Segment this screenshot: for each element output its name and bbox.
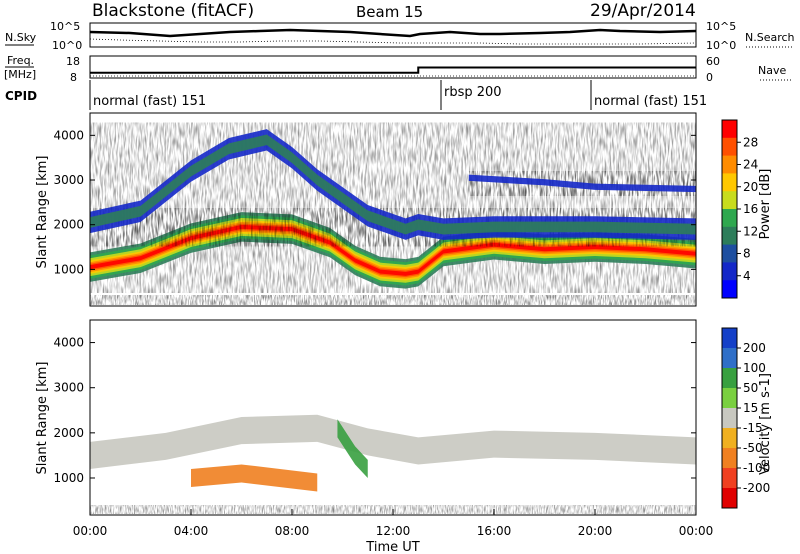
power-band-layer [90,134,696,235]
freq-tick-bottom: 8 [70,71,77,84]
velocity-band-eastward_patch [337,419,368,478]
velocity-cbar-swatch [722,408,737,429]
velocity-cbar-label: Velocity [m s-1] [758,373,773,475]
nsearch-trace [89,38,697,45]
beam-label: Beam 15 [356,3,423,21]
velocity-cbar-tick-label: 50 [743,381,758,395]
power-band-far [468,171,696,196]
nsky-tick-bottom: 10^0 [52,39,82,52]
velocity-cbar-swatch [722,468,737,489]
nave-label: Nave [758,64,786,77]
nave-tick-top: 60 [706,55,720,68]
power-cbar-label: Power [dB] [758,169,773,240]
power-cbar-tick-label: 16 [743,202,758,216]
power-cbar-swatch [722,191,737,210]
velocity-cbar-tick-label: 100 [743,361,766,375]
station-title: Blackstone (fitACF) [92,1,254,21]
freq-trace [90,66,696,74]
velocity-ytick-label: 2000 [53,426,84,440]
velocity-ytick-label: 4000 [53,336,84,350]
nave-tick-bottom: 0 [706,71,713,84]
power-cbar-tick-label: 20 [743,180,758,194]
nsky-label: N.Sky [5,31,37,44]
power-ytick-label: 1000 [53,262,84,276]
power-cbar-swatch [722,280,737,299]
nsearch-tick-top: 10^5 [706,20,736,33]
power-cbar-swatch [722,244,737,263]
power-cbar-swatch [722,173,737,192]
power-cbar-tick-label: 28 [743,135,758,149]
power-cbar-swatch [722,262,737,281]
velocity-cbar-swatch [722,328,737,349]
velocity-cbar-swatch [722,348,737,369]
power-cbar-tick-label: 8 [743,247,751,261]
velocity-band-ground_scatter [90,414,696,469]
power-cbar-swatch [722,120,737,139]
cpid-segment-2: rbsp 200 [444,85,502,100]
freq-panel: Freq. [MHz] 18 8 60 0 Nave [4,54,792,84]
nsearch-label: N.Search [745,31,795,44]
velocity-cbar-tick-label: -200 [743,481,770,495]
power-cbar-swatch [722,226,737,246]
velocity-cbar-tick-label: -15 [743,421,763,435]
xtick-label: 04:00 [174,524,209,538]
cpid-segment-3: normal (fast) 151 [594,94,707,109]
velocity-cbar-swatch [722,488,737,509]
power-cbar-swatch [722,209,737,228]
xtick-label: 08:00 [275,524,310,538]
velocity-panel: Slant Range [km] 1000 2000 3000 4000 00:00 0… [35,319,714,554]
nsky-tick-top: 10^5 [50,20,80,33]
power-colorbar: 28 24 20 16 12 8 4 [721,119,758,299]
velocity-ytick-label: 1000 [53,471,84,485]
freq-tick-top: 18 [66,55,80,68]
power-band-main [90,208,696,293]
power-panel: Slant Range [km] 1000 2000 3000 4000 [35,112,697,307]
power-band-upper [90,122,696,247]
velocity-cbar-tick-label: -100 [743,461,770,475]
xtick-label: 12:00 [376,524,411,538]
power-cbar-tick-label: 24 [743,158,758,172]
freq-label: Freq. [7,54,34,67]
power-near-range-noise [90,295,696,305]
velocity-cbar-swatch [722,448,737,469]
velocity-ylabel: Slant Range [km] [35,362,50,475]
cpid-label: CPID [5,89,37,103]
power-cbar-swatch [722,155,737,174]
velocity-cbar-tick-label: 15 [743,401,758,415]
power-ytick-label: 4000 [53,128,84,142]
power-ytick-label: 2000 [53,218,84,232]
velocity-colorbar: 200 100 50 15 -15 -50 -100 -200 [721,327,770,509]
xtick-label: 20:00 [578,524,613,538]
cpid-panel: CPID normal (fast) 151 rbsp 200 normal (… [5,80,707,110]
power-cbar-tick-label: 12 [743,224,758,238]
power-ytick-label: 3000 [53,173,84,187]
velocity-cbar-tick-label: 200 [743,341,766,355]
velocity-cbar-swatch [722,368,737,389]
velocity-band-westward_flow [191,464,318,492]
freq-unit-label: [MHz] [4,68,36,81]
xtick-label: 16:00 [477,524,512,538]
velocity-cbar-tick-label: -50 [743,441,763,455]
nsearch-tick-bottom: 10^0 [706,39,736,52]
velocity-ytick-label: 3000 [53,381,84,395]
power-cbar-swatch [722,137,737,157]
xtick-label: 00:00 [679,524,714,538]
power-band-layer [90,223,696,278]
power-ylabel: Slant Range [km] [35,156,50,269]
velocity-cbar-frame [721,327,738,509]
velocity-cbar-swatch [722,428,737,449]
power-band-layer [90,217,696,283]
nsky-panel: N.Sky 10^5 10^0 10^5 10^0 N.Search [5,20,795,52]
cpid-segment-1: normal (fast) 151 [93,94,206,109]
nsky-trace [89,28,697,38]
power-cbar-tick-label: 4 [743,269,751,283]
power-band-layer [468,174,696,193]
xaxis-label: Time UT [365,540,419,554]
date-label: 29/Apr/2014 [590,1,696,21]
velocity-cbar-swatch [722,388,737,409]
xtick-label: 00:00 [73,524,108,538]
